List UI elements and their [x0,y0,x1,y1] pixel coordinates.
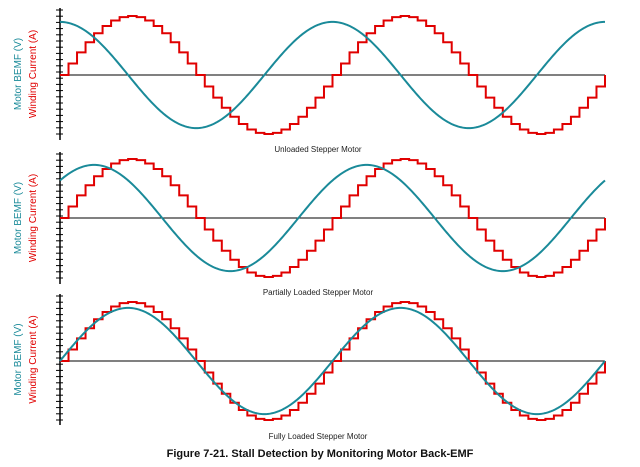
ylabel-bemf: Motor BEMF (V) [13,182,24,254]
ylabel-winding-current: Winding Current (A) [28,315,39,403]
panel-title: Unloaded Stepper Motor [274,145,362,154]
panel-3: Motor BEMF (V) Winding Current (A) Fully L… [13,294,606,441]
panel-1: Motor BEMF (V) Winding Current (A) Unloade… [13,8,606,154]
ylabel-winding-current: Winding Current (A) [28,174,39,262]
winding-current-series [60,158,606,278]
panel-title: Fully Loaded Stepper Motor [269,432,368,441]
y-axis-ticks [56,153,63,279]
ylabel-winding-current: Winding Current (A) [28,30,39,118]
bemf-series [59,306,606,416]
y-axis-ticks [56,9,63,135]
ylabel-bemf: Motor BEMF (V) [13,38,24,110]
winding-current-series [60,15,606,135]
y-axis-ticks [56,295,63,421]
ylabel-bemf: Motor BEMF (V) [13,323,24,395]
panel-2: Motor BEMF (V) Winding Current (A) Partial… [13,152,606,297]
figure-caption: Figure 7-21. Stall Detection by Monitori… [166,448,474,460]
panel-title: Partially Loaded Stepper Motor [263,288,374,297]
bemf-series [59,20,606,130]
bemf-series [59,163,606,273]
